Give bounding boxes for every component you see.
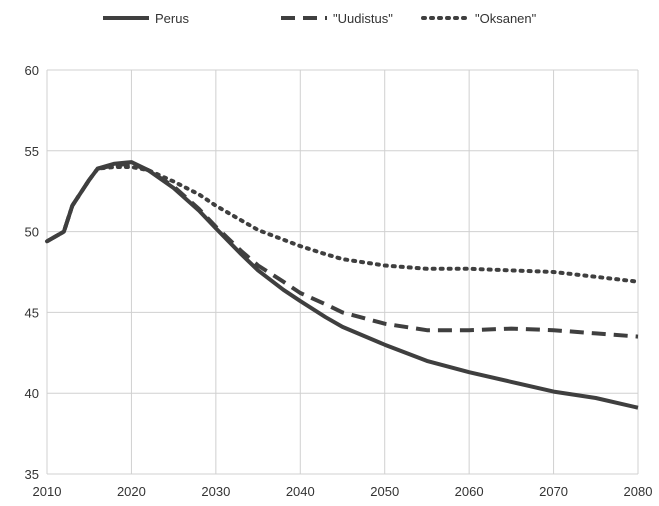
y-tick-label-40: 40 bbox=[25, 386, 39, 401]
y-tick-label-35: 35 bbox=[25, 467, 39, 482]
x-axis-tick-labels: 2010 2020 2030 2040 2050 2060 2070 2080 bbox=[33, 484, 653, 499]
y-axis-tick-labels: 35 40 45 50 55 60 bbox=[25, 63, 39, 482]
x-tick-label-2080: 2080 bbox=[624, 484, 653, 499]
y-tick-label-45: 45 bbox=[25, 305, 39, 320]
x-tick-label-2060: 2060 bbox=[455, 484, 484, 499]
x-tick-label-2020: 2020 bbox=[117, 484, 146, 499]
y-tick-label-55: 55 bbox=[25, 144, 39, 159]
legend-label-0: Perus bbox=[155, 11, 189, 26]
legend: Perus "Uudistus" "Oksanen" bbox=[103, 11, 537, 26]
x-tick-label-2050: 2050 bbox=[370, 484, 399, 499]
y-tick-label-60: 60 bbox=[25, 63, 39, 78]
x-tick-label-2070: 2070 bbox=[539, 484, 568, 499]
gridlines bbox=[46, 69, 639, 475]
x-tick-label-2010: 2010 bbox=[33, 484, 62, 499]
series-line-1 bbox=[46, 161, 639, 339]
legend-label-1: "Uudistus" bbox=[333, 11, 393, 26]
y-tick-label-50: 50 bbox=[25, 225, 39, 240]
legend-label-2: "Oksanen" bbox=[475, 11, 537, 26]
series-lines bbox=[45, 160, 640, 410]
x-tick-label-2040: 2040 bbox=[286, 484, 315, 499]
series-line-0 bbox=[46, 160, 639, 410]
series-line-2 bbox=[45, 165, 640, 284]
x-tick-label-2030: 2030 bbox=[201, 484, 230, 499]
